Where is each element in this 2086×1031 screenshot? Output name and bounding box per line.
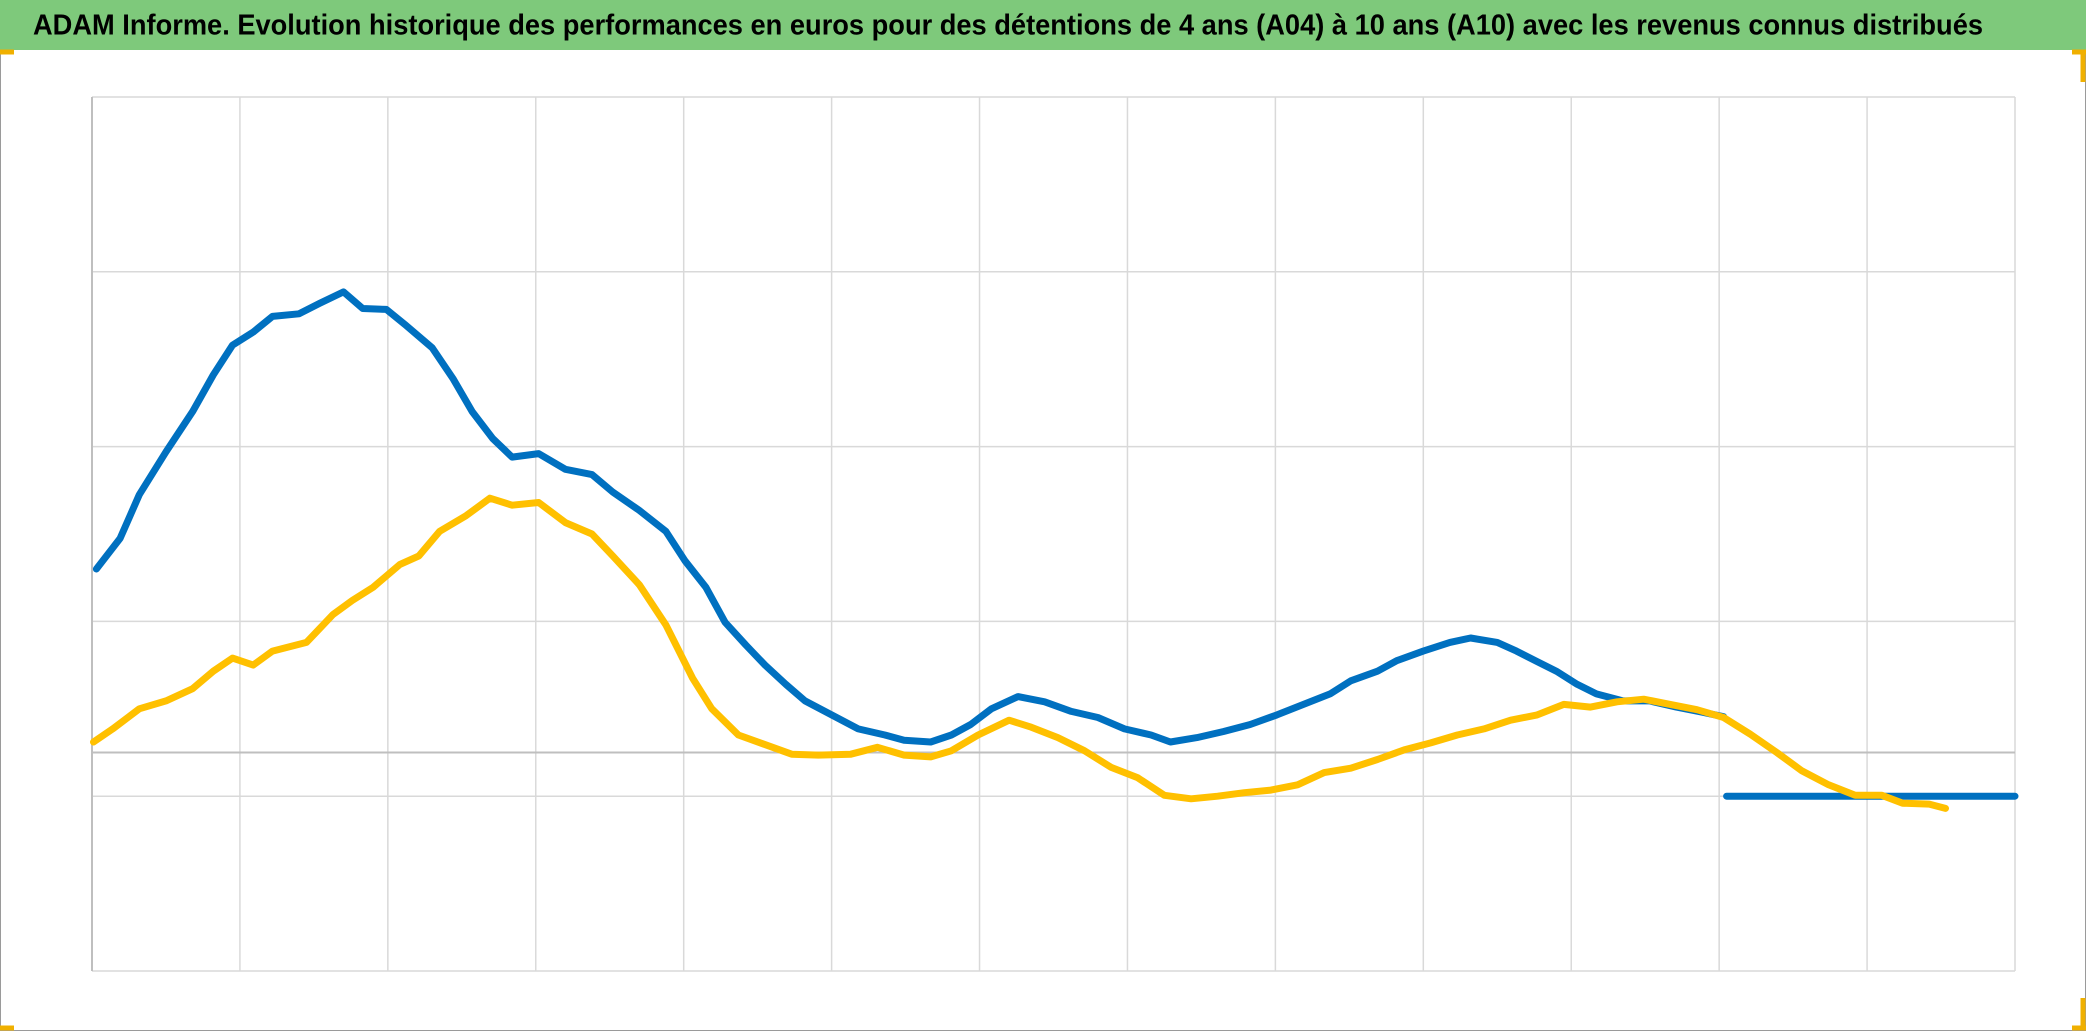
title-bar	[0, 0, 2086, 50]
corner-marks	[0, 49, 2086, 1031]
chart-title: ADAM Informe. Evolution historique des p…	[33, 10, 1983, 42]
plot-area	[90, 96, 2019, 972]
series-line	[90, 494, 1949, 812]
